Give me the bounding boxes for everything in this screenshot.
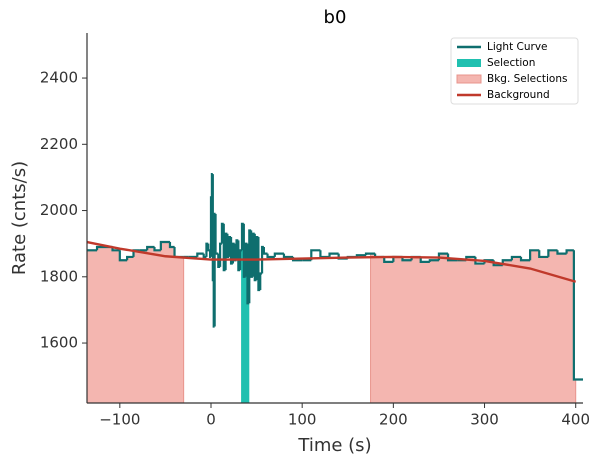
light-curve-step bbox=[282, 253, 294, 259]
light-curve-step bbox=[207, 243, 211, 252]
y-tick-label: 2000 bbox=[40, 201, 78, 219]
light-curve-step bbox=[153, 246, 161, 252]
light-curve-step bbox=[259, 272, 263, 291]
light-curve-step bbox=[266, 253, 275, 259]
light-curve-step bbox=[213, 212, 216, 327]
light-curve-step bbox=[118, 250, 128, 262]
y-tick-label: 2200 bbox=[40, 135, 78, 153]
light-curve-step bbox=[319, 250, 330, 259]
y-tick-label: 1800 bbox=[40, 267, 78, 285]
light-curve-step bbox=[219, 242, 222, 267]
light-curve-step bbox=[231, 242, 235, 264]
light-curve-step bbox=[159, 240, 170, 251]
light-curve-step bbox=[244, 242, 248, 277]
legend-label: Background bbox=[487, 89, 550, 101]
y-tick-label: 2400 bbox=[40, 69, 78, 87]
background-line bbox=[86, 240, 577, 283]
light-curve-step bbox=[250, 230, 253, 278]
light-curve-step bbox=[556, 250, 567, 255]
light-curve-step bbox=[428, 259, 439, 262]
light-curve-step bbox=[262, 246, 268, 255]
light-curve-step bbox=[310, 249, 321, 261]
y-axis-label: Rate (cnts/s) bbox=[9, 161, 30, 275]
light-curve-step bbox=[217, 253, 221, 268]
legend-label: Bkg. Selections bbox=[487, 73, 567, 85]
legend-swatch bbox=[457, 59, 481, 67]
light-curve-step bbox=[242, 223, 246, 278]
light-curve-step bbox=[419, 256, 430, 263]
x-axis-label: Time (s) bbox=[297, 435, 371, 456]
light-curve-step bbox=[273, 252, 284, 257]
x-tick-label: 300 bbox=[470, 411, 499, 429]
x-tick-label: 100 bbox=[288, 411, 317, 429]
light-curve-step bbox=[173, 246, 184, 259]
x-tick-label: 0 bbox=[206, 411, 216, 429]
legend-label: Light Curve bbox=[487, 41, 548, 53]
light-curve-step bbox=[146, 245, 155, 251]
light-curve-step bbox=[538, 250, 549, 259]
span-fill bbox=[86, 241, 185, 404]
legend-label: Selection bbox=[487, 57, 535, 69]
light-curve-step bbox=[446, 253, 458, 262]
light-curve-step bbox=[529, 249, 540, 261]
light-curve-step bbox=[214, 213, 219, 255]
light-curve-step bbox=[257, 237, 261, 292]
light-curve-step bbox=[572, 250, 583, 381]
light-curve-step bbox=[224, 232, 228, 271]
light-curve-step bbox=[510, 255, 521, 261]
x-tick-label: 200 bbox=[379, 411, 408, 429]
light-curve-step bbox=[519, 256, 531, 262]
light-curve-step bbox=[565, 249, 574, 254]
light-curve-step bbox=[168, 242, 175, 249]
chart-title: b0 bbox=[324, 7, 347, 28]
light-curve-step bbox=[196, 252, 204, 257]
light-curve-step bbox=[328, 252, 339, 257]
x-tick-label: 400 bbox=[561, 411, 590, 429]
light-curve-step bbox=[251, 232, 255, 277]
light-curve-step bbox=[211, 174, 214, 282]
y-tick-label: 1600 bbox=[40, 334, 78, 352]
legend-box bbox=[450, 37, 579, 105]
light-curve-step bbox=[547, 249, 558, 257]
light-curve-step bbox=[205, 242, 209, 257]
light-curve-step bbox=[383, 256, 394, 263]
light-curve-step bbox=[126, 255, 134, 261]
light-curve-step bbox=[364, 252, 376, 256]
x-tick-label: −100 bbox=[99, 411, 140, 429]
legend-swatch bbox=[456, 74, 482, 84]
